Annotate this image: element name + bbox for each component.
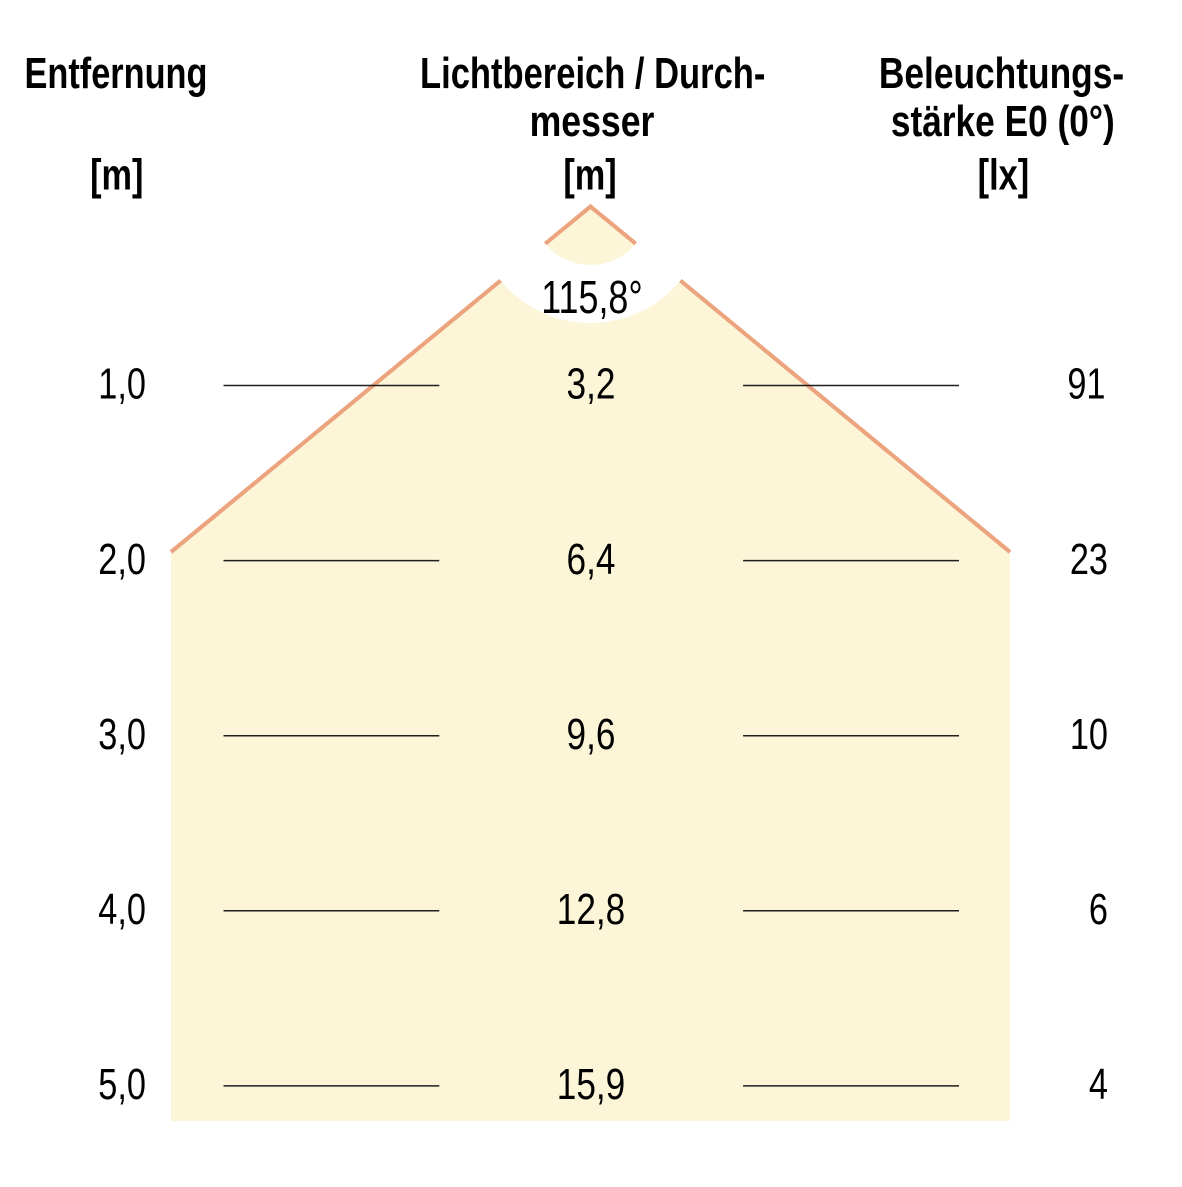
svg-text:3,2: 3,2	[567, 360, 616, 409]
svg-text:12,8: 12,8	[557, 885, 625, 934]
svg-text:5,0: 5,0	[98, 1060, 146, 1109]
svg-text:Lichtbereich / Durch-: Lichtbereich / Durch-	[420, 49, 765, 98]
svg-text:Beleuchtungs-: Beleuchtungs-	[879, 49, 1124, 98]
svg-text:4,0: 4,0	[98, 885, 146, 934]
svg-text:15,9: 15,9	[557, 1060, 625, 1109]
svg-text:2,0: 2,0	[98, 535, 146, 584]
svg-text:10: 10	[1070, 710, 1108, 759]
svg-text:115,8°: 115,8°	[541, 272, 642, 323]
svg-text:stärke E0 (0°): stärke E0 (0°)	[891, 97, 1115, 146]
svg-text:messer: messer	[530, 98, 655, 146]
svg-text:91: 91	[1067, 360, 1105, 409]
svg-text:9,6: 9,6	[567, 710, 616, 759]
svg-text:[m]: [m]	[90, 150, 143, 199]
svg-text:[m]: [m]	[563, 150, 616, 199]
svg-text:[lx]: [lx]	[978, 150, 1029, 199]
svg-text:1,0: 1,0	[98, 360, 146, 409]
svg-text:23: 23	[1070, 535, 1108, 584]
svg-text:Entfernung: Entfernung	[25, 49, 208, 98]
svg-text:6: 6	[1089, 885, 1108, 934]
svg-text:3,0: 3,0	[98, 710, 146, 759]
svg-text:4: 4	[1089, 1060, 1108, 1109]
svg-text:6,4: 6,4	[567, 535, 616, 584]
